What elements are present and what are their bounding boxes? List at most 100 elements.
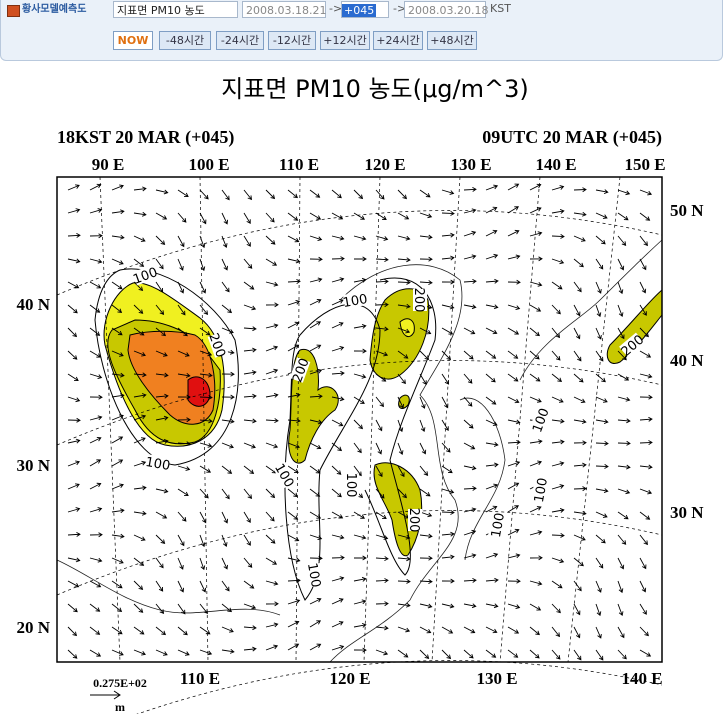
wind-arrow (397, 303, 411, 309)
wind-arrow (243, 235, 251, 247)
wind-arrow (441, 210, 455, 216)
time-button[interactable]: +12시간 (320, 31, 370, 50)
wind-arrow (441, 554, 455, 560)
wind-arrow (89, 603, 101, 612)
contour-label-bg (345, 474, 359, 496)
wind-arrow (331, 621, 344, 628)
wind-arrow (309, 298, 322, 306)
wind-arrow (243, 511, 251, 523)
wind-arrow (617, 488, 631, 495)
wind-arrow (441, 189, 455, 195)
offset-select[interactable]: +045 (341, 1, 389, 18)
time-button[interactable]: -48시간 (159, 31, 211, 50)
coastline (56, 559, 281, 616)
wind-arrow (485, 327, 498, 335)
wind-arrow (507, 396, 520, 404)
wind-arrow (67, 580, 80, 588)
wind-arrow (155, 649, 168, 656)
time-button[interactable]: +48시간 (427, 31, 477, 50)
wind-arrow (551, 439, 565, 445)
wind-arrow (67, 649, 78, 659)
wind-arrow (463, 486, 477, 491)
wind-arrow (89, 649, 102, 657)
wind-arrow (529, 207, 542, 214)
wind-arrow (485, 184, 499, 191)
coastline (519, 239, 663, 381)
wind-arrow (221, 488, 230, 500)
wind-arrow (419, 626, 432, 634)
map-field (56, 176, 663, 714)
wind-arrow (507, 460, 521, 467)
time-button[interactable]: +24시간 (373, 31, 423, 50)
wind-arrow (133, 211, 147, 217)
wind-arrow (177, 580, 185, 593)
wind-arrow (397, 373, 406, 385)
time-button[interactable]: NOW (113, 31, 153, 50)
wind-arrow (177, 465, 191, 471)
wind-arrow (265, 212, 275, 223)
wind-arrow (133, 304, 144, 314)
wind-arrow (177, 511, 187, 522)
wind-arrow (133, 414, 147, 421)
wind-arrow (419, 350, 430, 361)
wind-arrow (617, 440, 631, 446)
wind-arrow (463, 278, 477, 284)
wind-arrow (155, 439, 169, 444)
wind-arrow (595, 189, 609, 195)
wind-arrow (551, 281, 563, 290)
wind-arrow (243, 393, 257, 399)
wind-arrow (419, 327, 432, 335)
wind-arrow (265, 557, 278, 565)
time-button[interactable]: -24시간 (216, 31, 264, 50)
wind-arrow (221, 626, 234, 633)
wind-arrow (199, 442, 213, 448)
wind-arrow (243, 258, 253, 269)
wind-arrow (639, 557, 647, 570)
wind-arrow (375, 511, 387, 519)
wind-arrow (397, 534, 411, 540)
wind-arrow (375, 279, 389, 284)
wind-arrow (133, 534, 146, 541)
wind-arrow (595, 373, 606, 383)
time-button[interactable]: -12시간 (268, 31, 316, 50)
wind-arrow (265, 442, 279, 449)
wind-arrow (243, 442, 256, 449)
wind-arrow (265, 644, 279, 651)
wind-arrow (397, 442, 404, 456)
wind-arrow (617, 511, 629, 520)
wind-arrow (507, 327, 520, 335)
wind-arrow (221, 534, 228, 547)
wind-arrow (265, 302, 279, 308)
wind-arrow (639, 534, 648, 546)
wind-arrow (199, 418, 213, 424)
wind-arrow (507, 279, 521, 285)
wind-arrow (529, 373, 541, 382)
contour-label: 100 (532, 477, 551, 504)
wind-arrow (67, 396, 81, 403)
wind-arrow (221, 327, 234, 334)
wind-arrow (419, 533, 433, 539)
contour-label: 100 (343, 473, 358, 498)
wind-arrow (485, 626, 498, 634)
graticule (136, 660, 663, 714)
wind-arrow (397, 626, 411, 633)
wind-arrow (309, 488, 321, 497)
wind-arrow (617, 649, 627, 660)
wind-arrow (463, 626, 476, 634)
wind-arrow (485, 552, 499, 559)
wind-arrow (177, 372, 191, 378)
longitude-label: 140 E (621, 669, 662, 688)
wind-arrow (485, 350, 497, 359)
wind-arrow (111, 459, 124, 467)
wind-arrow (265, 511, 275, 522)
wind-arrow (485, 462, 499, 468)
wind-arrow (111, 258, 124, 265)
wind-arrow (639, 281, 647, 294)
contour-label: 100 (144, 455, 171, 474)
wind-arrow (573, 440, 587, 446)
wind-arrow (595, 580, 602, 593)
variable-select[interactable]: 지표면 PM10 농도 (113, 1, 238, 18)
contour-line (94, 268, 239, 466)
wind-arrow (243, 557, 253, 568)
wind-arrow (331, 396, 345, 402)
